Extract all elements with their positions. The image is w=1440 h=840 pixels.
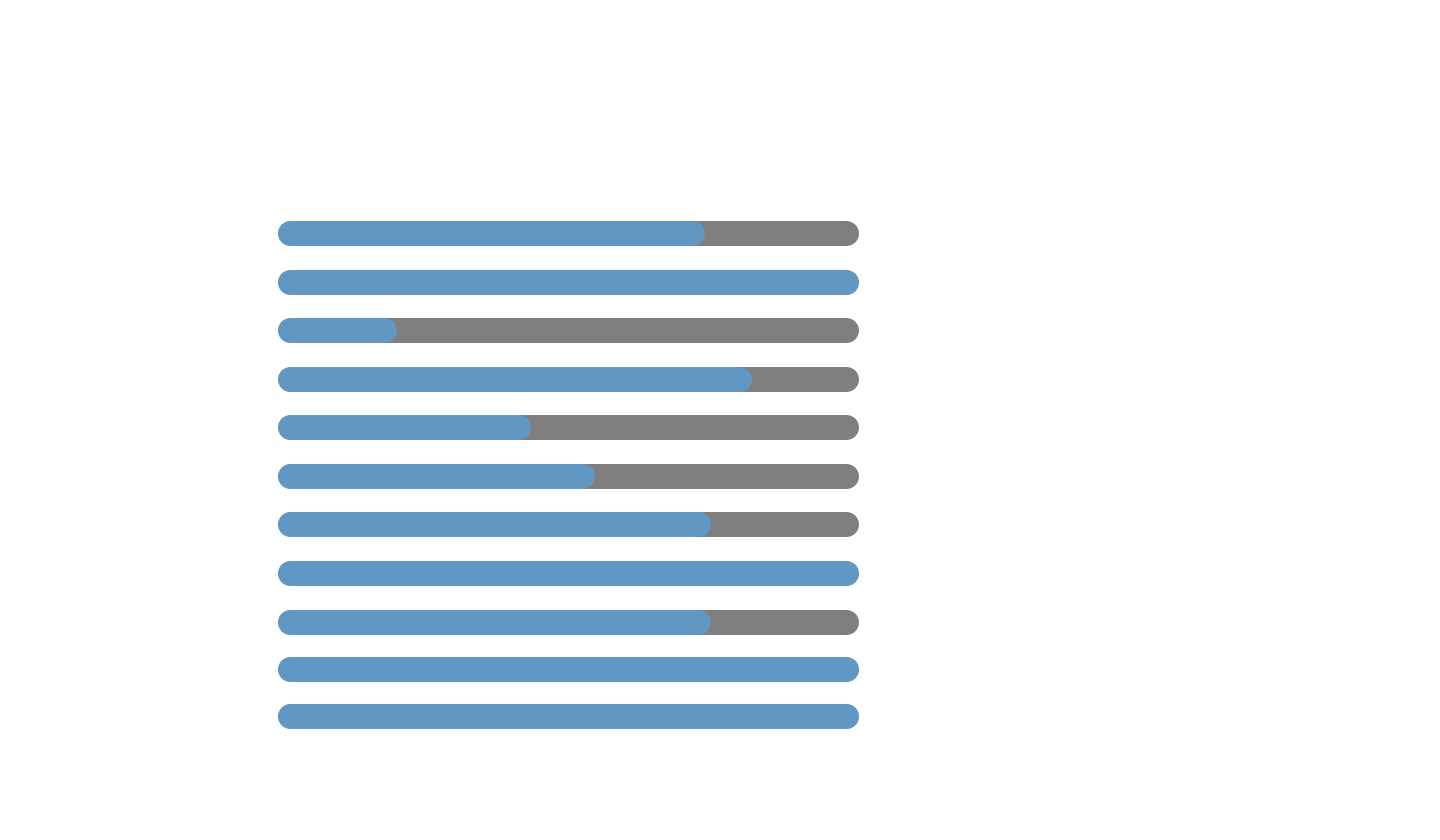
progress-bar-track (278, 270, 859, 295)
progress-bar-track (278, 561, 859, 586)
progress-bar-fill (278, 512, 711, 537)
progress-bar-fill (278, 221, 706, 246)
progress-bar-fill (278, 610, 711, 635)
progress-bar-track (278, 704, 859, 729)
progress-bar-fill (278, 464, 595, 489)
progress-bar-track (278, 657, 859, 682)
progress-bar-track (278, 367, 859, 392)
progress-bar-fill (278, 657, 859, 682)
progress-bar-fill (278, 561, 859, 586)
progress-bar-track (278, 415, 859, 440)
progress-bar-fill (278, 704, 859, 729)
progress-bar-fill (278, 367, 752, 392)
progress-bar-fill (278, 318, 398, 343)
progress-bar-fill (278, 415, 531, 440)
progress-bar-track (278, 464, 859, 489)
progress-bar-track (278, 221, 859, 246)
progress-bar-track (278, 318, 859, 343)
progress-bar-track (278, 512, 859, 537)
progress-bar-track (278, 610, 859, 635)
progress-bar-fill (278, 270, 859, 295)
